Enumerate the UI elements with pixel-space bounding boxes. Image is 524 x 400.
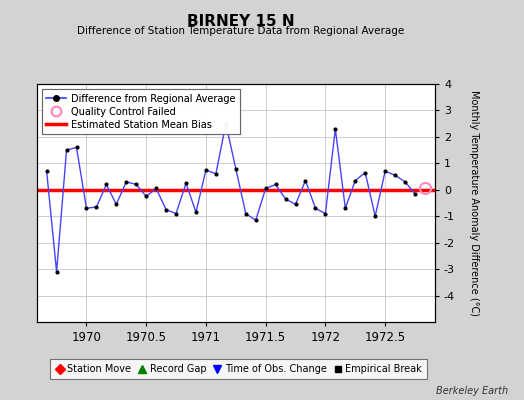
Text: BIRNEY 15 N: BIRNEY 15 N bbox=[187, 14, 295, 29]
Text: Berkeley Earth: Berkeley Earth bbox=[436, 386, 508, 396]
Legend: Difference from Regional Average, Quality Control Failed, Estimated Station Mean: Difference from Regional Average, Qualit… bbox=[41, 89, 240, 134]
Legend: Station Move, Record Gap, Time of Obs. Change, Empirical Break: Station Move, Record Gap, Time of Obs. C… bbox=[50, 360, 427, 379]
Y-axis label: Monthly Temperature Anomaly Difference (°C): Monthly Temperature Anomaly Difference (… bbox=[469, 90, 479, 316]
Text: Difference of Station Temperature Data from Regional Average: Difference of Station Temperature Data f… bbox=[78, 26, 405, 36]
